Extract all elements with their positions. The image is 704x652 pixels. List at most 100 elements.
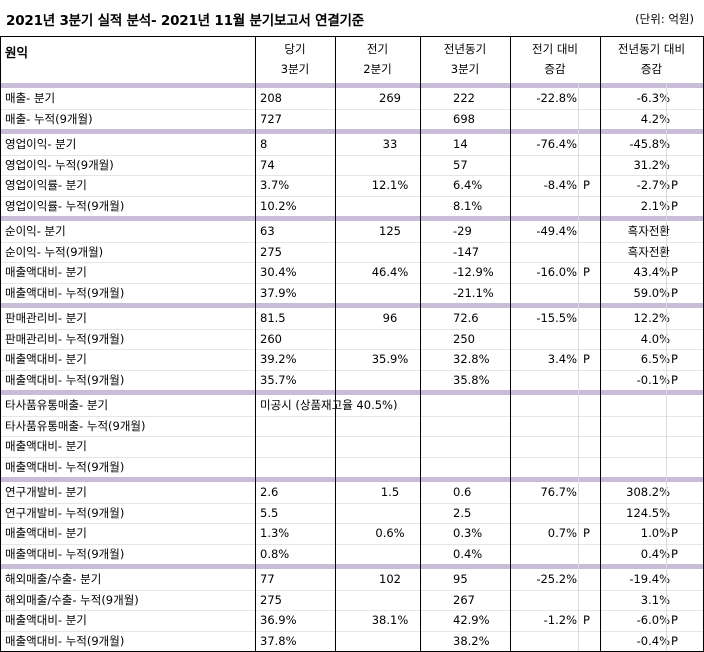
cell-unit-p: P (671, 285, 678, 300)
column-border (0, 36, 1, 652)
cell-change-yoy: -19.4% (629, 572, 670, 586)
table-row: 매출- 누적(9개월) 727 698 4.2% (0, 109, 703, 129)
cell-prior-year: 2.5 (453, 505, 472, 520)
row-label: 매출액대비- 누적(9개월) (5, 372, 125, 387)
cell-unit-p: P (671, 265, 678, 279)
table-row: 영업이익률- 분기 3.7% 12.1% 6.4% -8.4% P -2.7% P (0, 175, 703, 195)
cell-change-yoy: 0.4% (640, 546, 670, 561)
cell-change-prev: -76.4% (536, 137, 577, 151)
cell-current: 2.6 (260, 485, 279, 499)
row-label: 순이익- 누적(9개월) (5, 244, 104, 259)
table-row: 매출액대비- 분기 39.2% 35.9% 32.8% 3.4% P 6.5% P (0, 349, 703, 369)
column-border (420, 36, 421, 652)
cell-change-prev (515, 631, 577, 651)
table-row: 순이익- 분기 63 125 -29 -49.4% 흑자전환 (0, 221, 703, 241)
cell-change-prev: 76.7% (540, 485, 577, 499)
column-header: 전년동기 3분기 (415, 39, 515, 79)
cell-change-prev (515, 109, 577, 129)
cell-unit-p: P (671, 633, 678, 648)
cell-change-yoy: 12.2% (633, 311, 670, 325)
table-row: 해외매출/수출- 분기 77 102 95 -25.2% -19.4% (0, 569, 703, 589)
cell-previous (355, 590, 425, 610)
row-label: 영업이익- 누적(9개월) (5, 157, 114, 172)
row-label: 해외매출/수출- 누적(9개월) (5, 592, 139, 607)
cell-change-prev: -8.4% (543, 178, 577, 192)
cell-current: 37.9% (260, 285, 297, 300)
cell-current: 81.5 (260, 311, 286, 325)
cell-previous (355, 109, 425, 129)
cell-current: 30.4% (260, 265, 297, 279)
column-header-line1: 전년동기 대비 (617, 42, 686, 56)
cell-change-prev (515, 503, 577, 523)
cell-previous: 102 (379, 572, 401, 586)
cell-change-prev (515, 457, 577, 477)
table-row: 매출액대비- 분기 30.4% 46.4% -12.9% -16.0% P 43.4% P (0, 262, 703, 282)
grid-line (0, 196, 703, 197)
grid-line (0, 242, 703, 243)
column-header-line1: 당기 (284, 42, 306, 56)
column-header-line2: 2분기 (363, 62, 392, 76)
cell-previous (355, 329, 425, 349)
cell-prior-year: 0.4% (453, 546, 483, 561)
cell-previous: 35.9% (371, 352, 409, 366)
cell-prior-year: 72.6 (453, 311, 479, 325)
table-row: 해외매출/수출- 누적(9개월) 275 267 3.1% (0, 590, 703, 610)
row-label: 연구개발비- 분기 (5, 485, 87, 499)
cell-unit-p: P (671, 613, 678, 627)
cell-change-prev (515, 242, 577, 262)
cell-change-yoy: 4.0% (640, 331, 670, 346)
row-label: 매출액대비- 누적(9개월) (5, 459, 125, 474)
cell-current: 5.5 (260, 505, 279, 520)
cell-prior-year: 38.2% (453, 633, 490, 648)
unit-label: (단위: 억원) (635, 12, 694, 26)
row-label: 매출- 분기 (5, 91, 56, 105)
column-header-line1: 전기 대비 (532, 42, 578, 56)
cell-current: 275 (260, 592, 282, 607)
table-row: 연구개발비- 누적(9개월) 5.5 2.5 124.5% (0, 503, 703, 523)
title-row: 2021년 3분기 실적 분석- 2021년 11월 분기보고서 연결기준 (단… (0, 0, 704, 36)
cell-previous (355, 242, 425, 262)
cell-change-yoy (600, 395, 670, 415)
cell-change-yoy: 124.5% (626, 505, 670, 520)
cell-current: 10.2% (260, 198, 297, 213)
cell-prior-year: 222 (453, 91, 475, 105)
cell-change-yoy: 6.5% (640, 352, 670, 366)
cell-prior-year: 32.8% (453, 352, 490, 366)
column-border (600, 36, 601, 652)
table-row: 타사품유통매출- 누적(9개월) (0, 416, 703, 436)
cell-change-prev (515, 436, 577, 456)
cell-previous (355, 155, 425, 175)
cell-prior-year: 8.1% (453, 198, 483, 213)
cell-previous: 269 (379, 91, 401, 105)
cell-previous: 96 (382, 311, 398, 325)
grid-line (0, 262, 703, 263)
row-label: 매출- 누적(9개월) (5, 111, 93, 126)
cell-unit-p: P (583, 178, 590, 192)
cell-prior-year: 698 (453, 111, 475, 126)
cell-change-prev: -22.8% (536, 91, 577, 105)
cell-change-yoy (600, 457, 670, 477)
cell-previous (355, 631, 425, 651)
table-row: 매출- 분기 208 269 222 -22.8% -6.3% (0, 88, 703, 108)
cell-current: 63 (260, 224, 275, 238)
cell-change-prev: 3.4% (547, 352, 577, 366)
cell-current: 1.3% (260, 526, 290, 540)
cell-prior-year: 0.6 (453, 485, 472, 499)
cell-unit-p: P (583, 613, 590, 627)
column-header-line2: 증감 (544, 62, 566, 76)
cell-previous (355, 436, 425, 456)
cell-change-yoy: 31.2% (633, 157, 670, 172)
cell-unit-p: P (583, 352, 590, 366)
cell-change-prev (515, 416, 577, 436)
cell-previous: 0.6% (375, 526, 405, 540)
section-separator (0, 390, 703, 395)
cell-change-yoy (600, 416, 670, 436)
cell-previous: 46.4% (371, 265, 409, 279)
cell-prior-year: 35.8% (453, 372, 490, 387)
cell-change-yoy: -6.3% (636, 91, 670, 105)
column-header-line2: 3분기 (280, 62, 310, 76)
grid-line (0, 349, 703, 350)
table-row: 타사품유통매출- 분기 미공시 (상품재고율 40.5%) (0, 395, 703, 415)
row-label: 연구개발비- 누적(9개월) (5, 505, 125, 520)
cell-previous: 33 (382, 137, 398, 151)
